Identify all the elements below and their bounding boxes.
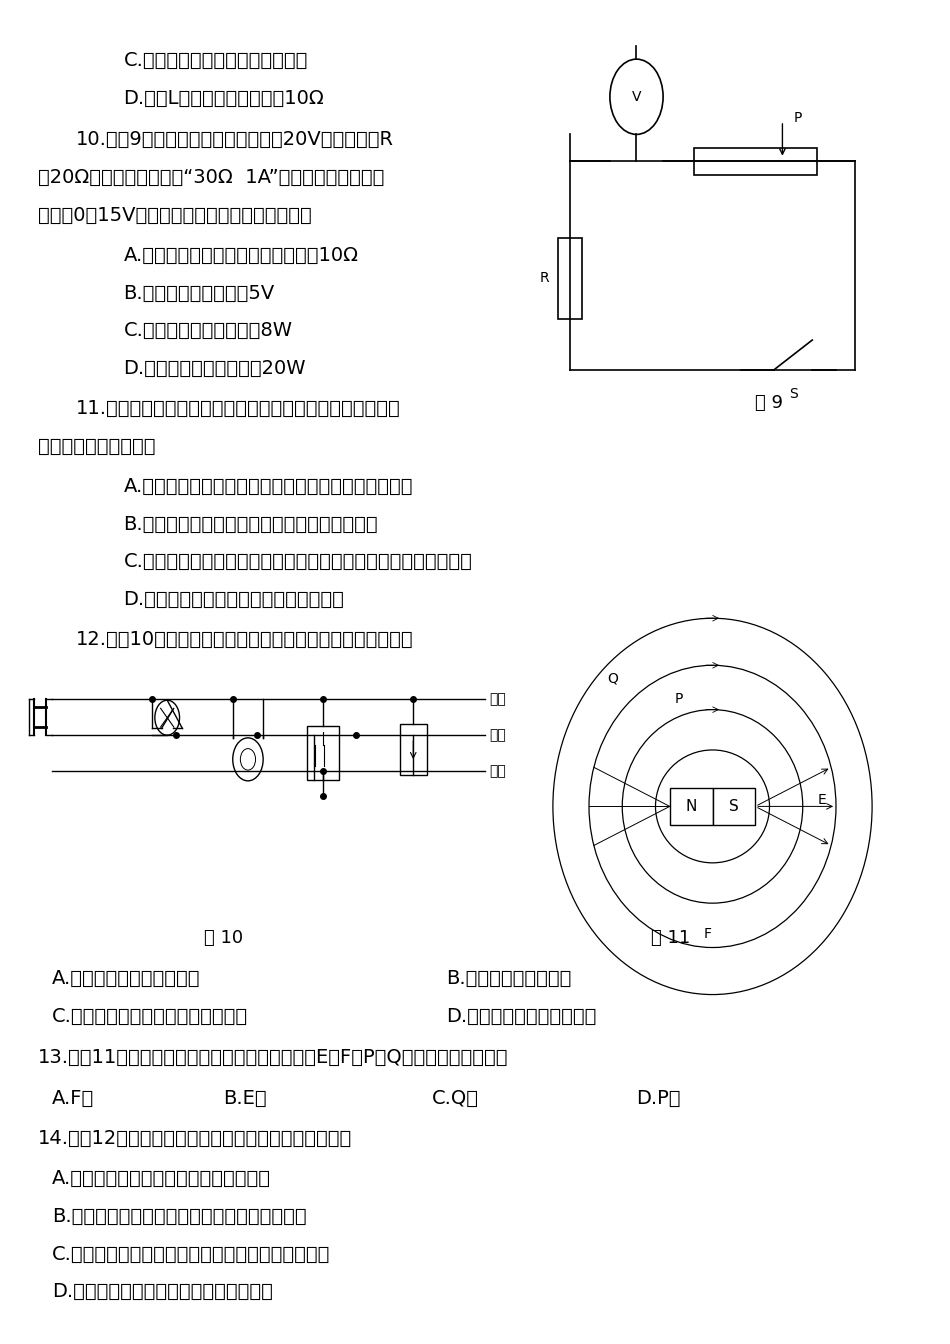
Text: E: E <box>817 793 826 806</box>
Text: 13.如图11所示是条形磁体的磁感线分布，图中的E、F、P、Q四点，磁场最强的是: 13.如图11所示是条形磁体的磁感线分布，图中的E、F、P、Q四点，磁场最强的是 <box>38 1048 508 1067</box>
Text: N: N <box>686 798 696 814</box>
Text: V: V <box>632 90 641 103</box>
Text: 12.如图10所示的家庭电路中，有两个器件连接错误，它们是: 12.如图10所示的家庭电路中，有两个器件连接错误，它们是 <box>76 630 413 649</box>
Text: R: R <box>540 271 549 285</box>
Text: A.F点: A.F点 <box>52 1089 94 1107</box>
Bar <box>558 238 582 319</box>
Bar <box>670 788 712 825</box>
Text: P: P <box>675 692 683 706</box>
Text: D.灯泡L正常发光时的电阵是10Ω: D.灯泡L正常发光时的电阵是10Ω <box>124 89 324 108</box>
Text: D.电路消耗的最大功率为20W: D.电路消耗的最大功率为20W <box>124 359 306 378</box>
Text: D.丁图中的测电笔接触零线氖管一定发光: D.丁图中的测电笔接触零线氖管一定发光 <box>52 1282 274 1301</box>
Text: 10.如图9所示的电路中，电源电压为20V，定值电阵R: 10.如图9所示的电路中，电源电压为20V，定值电阵R <box>76 130 394 149</box>
Text: 为20Ω，滑动变阵器标有“30Ω  1A”字样，电压表选用的: 为20Ω，滑动变阵器标有“30Ω 1A”字样，电压表选用的 <box>38 168 385 187</box>
Text: C.电路消耗的最小功率为8W: C.电路消耗的最小功率为8W <box>124 321 293 340</box>
Bar <box>694 148 817 175</box>
Text: 图 10: 图 10 <box>204 929 243 948</box>
Text: C.当遇他人触电时，应先及时切断电源再抓救伤员或拨打急救电话: C.当遇他人触电时，应先及时切断电源再抓救伤员或拨打急救电话 <box>124 552 472 571</box>
Text: A.滑动变阵器接入电路的最小阵值为10Ω: A.滑动变阵器接入电路的最小阵值为10Ω <box>124 246 358 265</box>
Text: 火线: 火线 <box>489 692 506 706</box>
Text: 下列符合安全常识的是: 下列符合安全常识的是 <box>38 437 156 456</box>
Text: 图 9: 图 9 <box>755 394 783 413</box>
Text: S: S <box>788 387 798 401</box>
Text: F: F <box>704 927 712 941</box>
Text: C.丙图中的实验可得出电流越大，电磁铁的磁性越弱: C.丙图中的实验可得出电流越大，电磁铁的磁性越弱 <box>52 1245 331 1263</box>
Text: Q: Q <box>607 672 618 685</box>
Text: P: P <box>794 112 802 125</box>
Text: B.在山区遇雷雨时，可以靠在岩壁或大树下避雨: B.在山区遇雷雨时，可以靠在岩壁或大树下避雨 <box>124 515 378 534</box>
Text: D.P点: D.P点 <box>636 1089 681 1107</box>
Text: C.带开关的灯泡和带燕丝的二线插座: C.带开关的灯泡和带燕丝的二线插座 <box>52 1007 248 1025</box>
Text: 量程是0～15V，在该电路正常使用的情况下，则: 量程是0～15V，在该电路正常使用的情况下，则 <box>38 206 312 224</box>
Text: 图 11: 图 11 <box>651 929 690 948</box>
Text: D.家中安装照明电路时，开关接在零线上: D.家中安装照明电路时，开关接在零线上 <box>124 590 344 609</box>
Text: 14.如图12所示的实验，下列对有关实验的解释正确的是: 14.如图12所示的实验，下列对有关实验的解释正确的是 <box>38 1129 352 1148</box>
Text: B.闸刀开关和三线插座: B.闸刀开关和三线插座 <box>446 969 572 988</box>
Text: B.乙图中的奥斯特实验说明了电流周围存在磁场: B.乙图中的奥斯特实验说明了电流周围存在磁场 <box>52 1207 307 1226</box>
Text: 地线: 地线 <box>489 765 506 778</box>
Bar <box>712 788 755 825</box>
Text: B.E点: B.E点 <box>223 1089 267 1107</box>
Text: 零线: 零线 <box>489 728 506 742</box>
Text: C.灯丝的电阵随电压的增大而减小: C.灯丝的电阵随电压的增大而减小 <box>124 51 308 70</box>
Text: A.家庭电路中电流过大的原因，一定是电路中某处短路: A.家庭电路中电流过大的原因，一定是电路中某处短路 <box>124 477 413 496</box>
Bar <box>400 724 427 775</box>
Bar <box>307 726 339 780</box>
Text: S: S <box>729 798 739 814</box>
Text: D.闸刀开关和带开关的灯泡: D.闸刀开关和带开关的灯泡 <box>446 1007 597 1025</box>
Text: A.带开关的灯泡和三线插座: A.带开关的灯泡和三线插座 <box>52 969 200 988</box>
Text: C.Q点: C.Q点 <box>432 1089 479 1107</box>
Text: 11.电给我们带来了极大的便利，但不正确用电会造成危害，: 11.电给我们带来了极大的便利，但不正确用电会造成危害， <box>76 399 401 418</box>
Text: A.甲图中的实验可得出磁铁异名磁极相斥: A.甲图中的实验可得出磁铁异名磁极相斥 <box>52 1169 272 1188</box>
Text: B.电压表的最小示数为5V: B.电压表的最小示数为5V <box>124 284 275 302</box>
